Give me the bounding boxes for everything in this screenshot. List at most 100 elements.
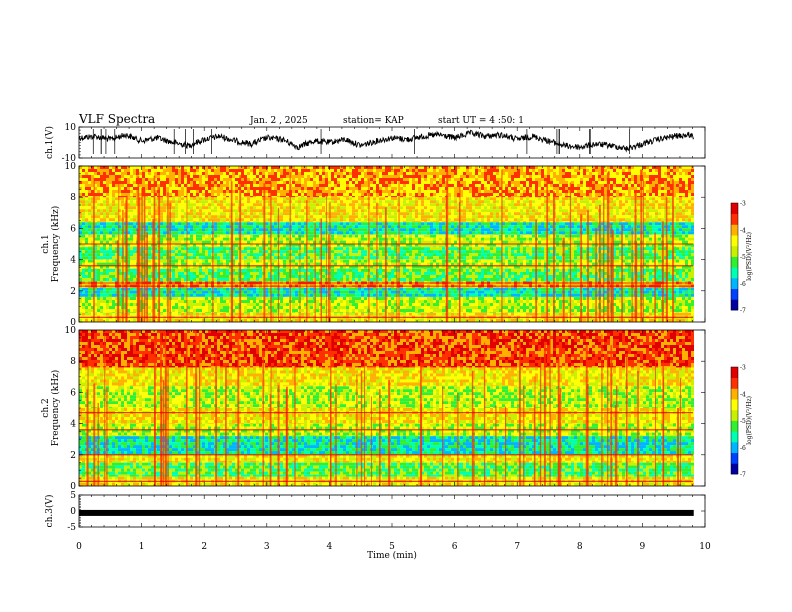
spectrogram-cell bbox=[469, 263, 472, 266]
spectrogram-cell bbox=[85, 288, 88, 291]
spectrogram-cell bbox=[565, 275, 568, 278]
spectrogram-cell bbox=[505, 312, 508, 313]
spectrogram-cell bbox=[364, 306, 367, 309]
spectrogram-cell bbox=[637, 313, 640, 316]
spectrogram-cell bbox=[130, 300, 133, 303]
spectrogram-cell bbox=[265, 303, 268, 306]
spectrogram-cell bbox=[286, 306, 289, 309]
spectrogram-cell bbox=[685, 312, 688, 313]
spectrogram-cell bbox=[451, 313, 454, 316]
spectrogram-cell bbox=[472, 306, 475, 309]
spectrogram-cell bbox=[616, 269, 619, 272]
spectrogram-cell bbox=[484, 294, 487, 297]
spectrogram-cell bbox=[79, 269, 82, 272]
spectrogram-cell bbox=[559, 278, 562, 281]
spectrogram-cell bbox=[301, 306, 304, 309]
spectrogram-cell bbox=[406, 312, 409, 313]
spectrogram-cell bbox=[85, 319, 88, 322]
spectrogram-cell bbox=[511, 319, 514, 322]
spectrogram-cell bbox=[214, 288, 217, 291]
spectrogram-cell bbox=[316, 269, 319, 272]
spectrogram-cell bbox=[109, 291, 112, 294]
spectrogram-cell bbox=[163, 297, 166, 300]
spectrogram-cell bbox=[343, 275, 346, 278]
spectrogram-cell bbox=[391, 294, 394, 297]
spectrogram-cell bbox=[250, 303, 253, 306]
spectrogram-cell bbox=[370, 300, 373, 303]
spectrogram-cell bbox=[163, 263, 166, 266]
spectrogram-cell bbox=[478, 291, 481, 294]
spectrogram-cell bbox=[364, 269, 367, 272]
spectrogram-cell bbox=[472, 309, 475, 312]
spectrogram-cell bbox=[565, 300, 568, 303]
spectrogram-cell bbox=[490, 260, 493, 263]
spectrogram-cell bbox=[79, 260, 82, 263]
spectrogram-cell bbox=[571, 300, 574, 303]
spectrogram-cell bbox=[241, 294, 244, 297]
spectrogram-cell bbox=[373, 278, 376, 281]
spectrogram-cell bbox=[436, 297, 439, 300]
spectrogram-cell bbox=[589, 275, 592, 278]
spectrogram-cell bbox=[343, 288, 346, 291]
spectrogram-cell bbox=[163, 303, 166, 306]
spectrogram-cell bbox=[103, 319, 106, 322]
spectrogram-cell bbox=[523, 260, 526, 263]
spectrogram-cell bbox=[208, 275, 211, 278]
spectrogram-cell bbox=[250, 300, 253, 303]
spectrogram-cell bbox=[532, 319, 535, 322]
spectrogram-cell bbox=[637, 297, 640, 300]
spectrogram-cell bbox=[523, 319, 526, 322]
spectrogram-cell bbox=[265, 269, 268, 272]
spectrogram-cell bbox=[439, 312, 442, 313]
spectrogram-cell bbox=[529, 300, 532, 303]
spectrogram-cell bbox=[451, 294, 454, 297]
spectrogram-cell bbox=[247, 294, 250, 297]
spectrogram-cell bbox=[421, 291, 424, 294]
spectrogram-cell bbox=[244, 260, 247, 263]
spectrogram-cell bbox=[490, 300, 493, 303]
spectrogram-cell bbox=[217, 278, 220, 281]
spectrogram-cell bbox=[337, 294, 340, 297]
spectrogram-cell bbox=[604, 297, 607, 300]
spectrogram-cell bbox=[682, 319, 685, 322]
spectrogram-cell bbox=[214, 294, 217, 297]
spectrogram-cell bbox=[418, 294, 421, 297]
spectrogram-cell bbox=[505, 303, 508, 306]
spectrogram-cell bbox=[79, 309, 82, 312]
spectrogram-cell bbox=[685, 278, 688, 281]
spectrogram-cell bbox=[178, 297, 181, 300]
spectrogram-cell bbox=[331, 291, 334, 294]
spectrogram-cell bbox=[364, 313, 367, 316]
spectrogram-cell bbox=[436, 312, 439, 313]
spectrogram-cell bbox=[178, 312, 181, 313]
spectrogram-cell bbox=[559, 300, 562, 303]
spectrogram-cell bbox=[433, 275, 436, 278]
spectrogram-cell bbox=[463, 269, 466, 272]
spectrogram-cell bbox=[682, 294, 685, 297]
spectrogram-cell bbox=[112, 291, 115, 294]
spectrogram-cell bbox=[559, 275, 562, 278]
spectrogram-cell bbox=[307, 294, 310, 297]
spectrogram-cell bbox=[88, 278, 91, 281]
spectrogram-cell bbox=[322, 306, 325, 309]
spectrogram-cell bbox=[283, 288, 286, 291]
spectrogram-cell bbox=[334, 294, 337, 297]
spectrogram-cell bbox=[493, 303, 496, 306]
spectrogram-cell bbox=[241, 260, 244, 263]
spectrogram-cell bbox=[202, 269, 205, 272]
spectrogram-cell bbox=[340, 297, 343, 300]
spectrogram-cell bbox=[427, 260, 430, 263]
spectrogram-cell bbox=[187, 260, 190, 263]
spectrogram-cell bbox=[625, 309, 628, 312]
spectrogram-cell bbox=[448, 313, 451, 316]
spectrogram-cell bbox=[316, 291, 319, 294]
spectrogram-cell bbox=[343, 294, 346, 297]
spectrogram-cell bbox=[406, 300, 409, 303]
spectrogram-cell bbox=[130, 291, 133, 294]
spectrogram-cell bbox=[451, 263, 454, 266]
spectrogram-cell bbox=[130, 312, 133, 313]
spectrogram-cell bbox=[163, 272, 166, 275]
spectrogram-cell bbox=[259, 300, 262, 303]
spectrogram-cell bbox=[241, 319, 244, 322]
spectrogram-cell bbox=[574, 278, 577, 281]
